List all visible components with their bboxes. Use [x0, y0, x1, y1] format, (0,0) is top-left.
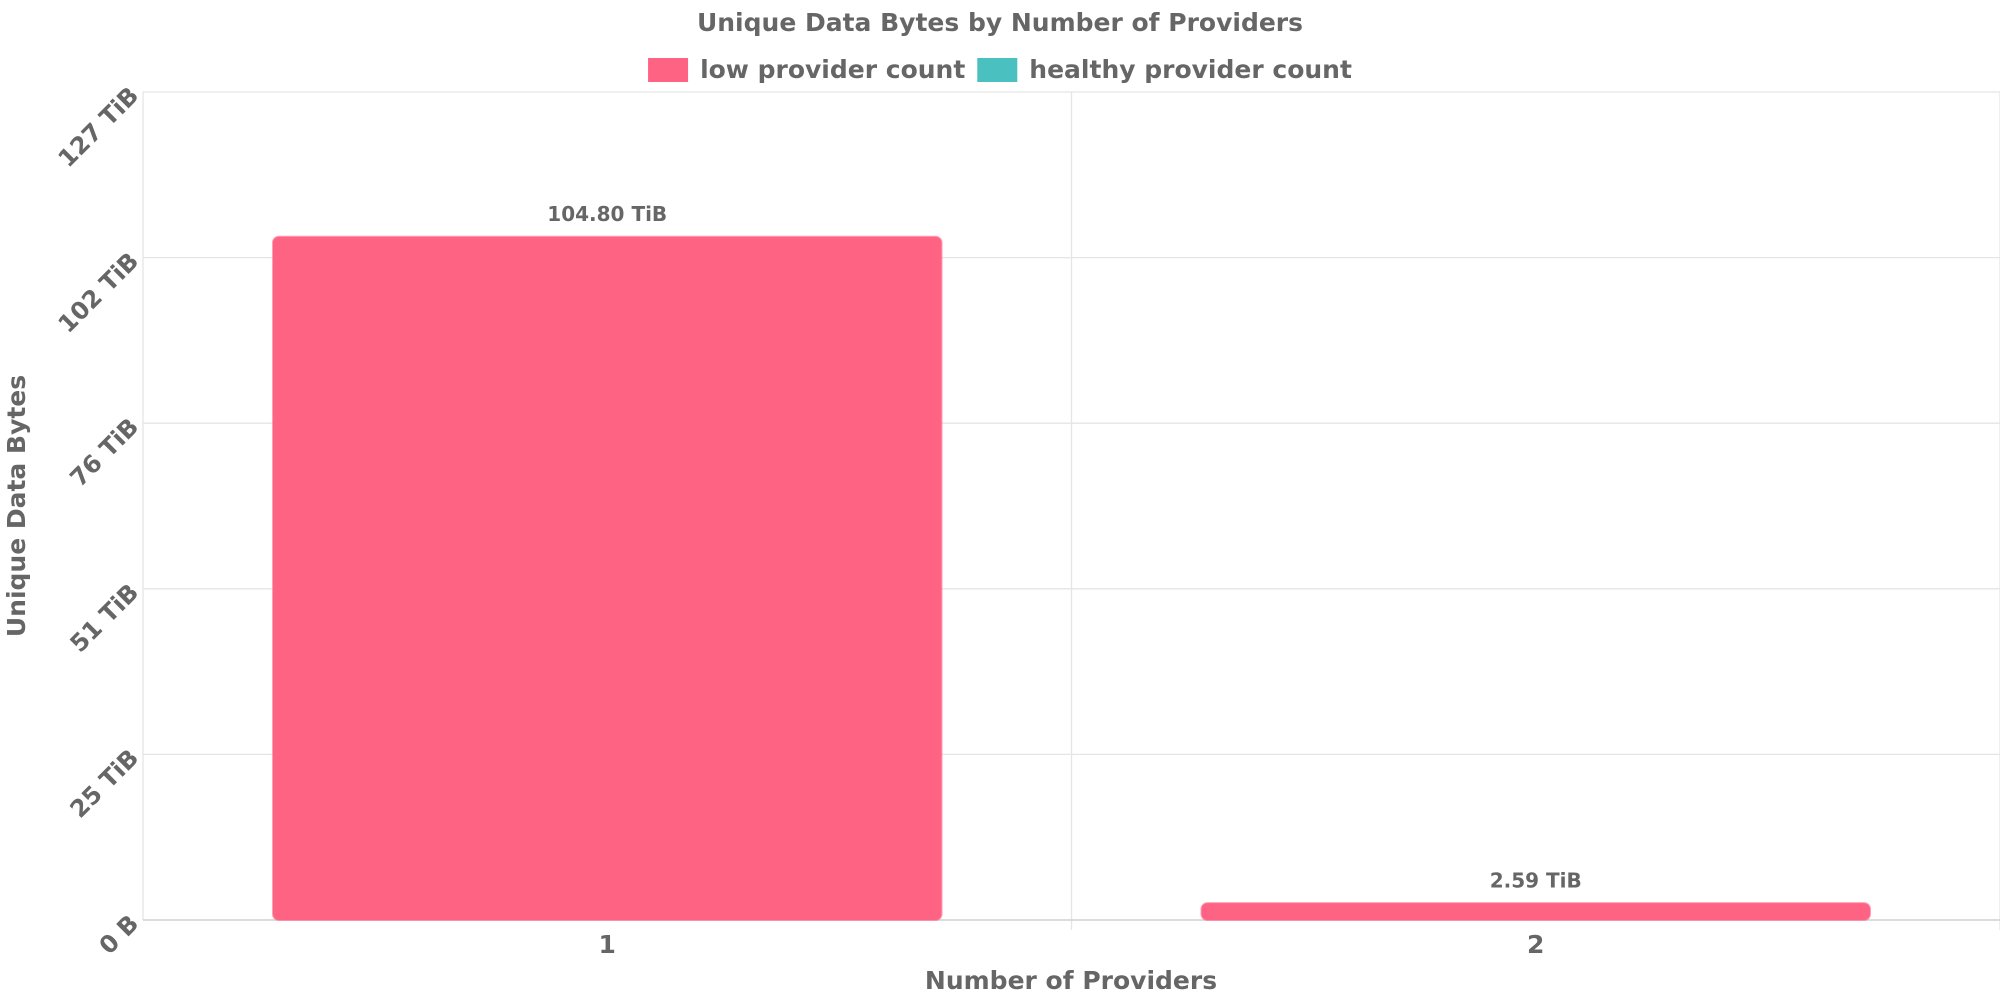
- value-label: 104.80 TiB: [547, 202, 667, 226]
- y-tick-label: 102 TiB: [53, 247, 144, 338]
- legend-item[interactable]: low provider count: [648, 55, 965, 84]
- y-tick-label: 127 TiB: [53, 81, 144, 172]
- y-tick-label: 51 TiB: [65, 578, 145, 658]
- legend-swatch: [648, 58, 689, 82]
- y-axis-label: Unique Data Bytes: [2, 375, 31, 637]
- bar: [1200, 902, 1872, 921]
- y-tick-label: 76 TiB: [65, 413, 145, 493]
- value-label: 2.59 TiB: [1490, 869, 1582, 893]
- x-tick-label: 2: [1527, 930, 1544, 959]
- legend-label: low provider count: [700, 55, 965, 84]
- legend-swatch: [977, 58, 1018, 82]
- bar: [271, 235, 943, 922]
- x-tick-label: 1: [599, 930, 616, 959]
- y-tick-label: 25 TiB: [65, 744, 145, 824]
- y-tick-label: 0 B: [94, 909, 144, 959]
- x-axis-label: Number of Providers: [925, 966, 1217, 995]
- chart-title: Unique Data Bytes by Number of Providers: [697, 8, 1303, 37]
- legend-label: healthy provider count: [1029, 55, 1352, 84]
- legend-item[interactable]: healthy provider count: [977, 55, 1352, 84]
